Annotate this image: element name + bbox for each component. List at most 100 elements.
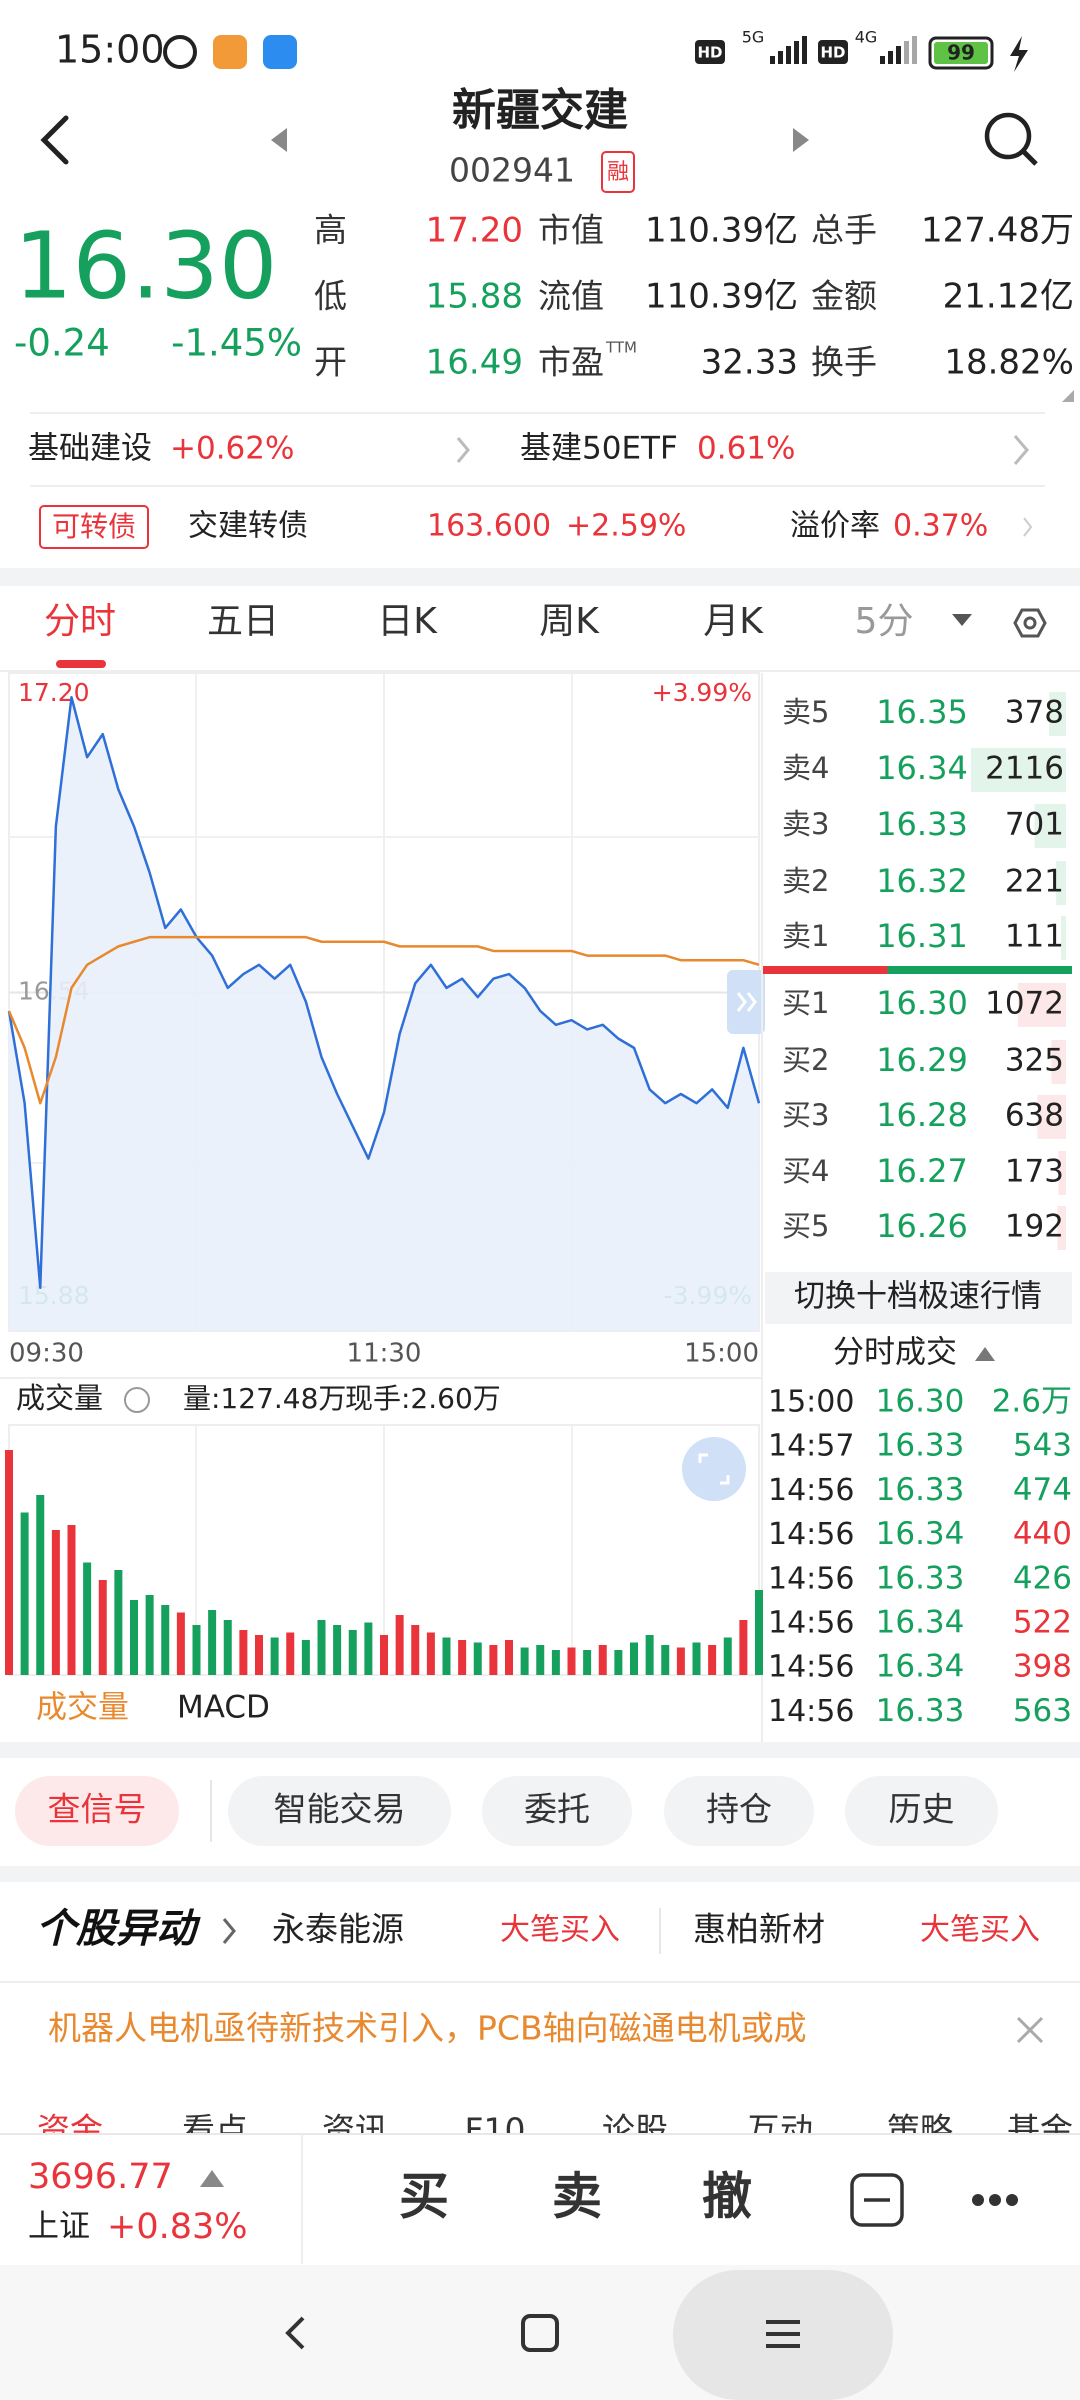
volume-bar xyxy=(20,1512,29,1675)
battery-text: 99 xyxy=(947,41,975,65)
volume-bar xyxy=(176,1612,185,1675)
stat-label: 高 xyxy=(314,211,347,250)
chevron xyxy=(1023,517,1033,537)
stock-name: 新疆交建 xyxy=(452,85,628,136)
chart-tab[interactable]: 五日 xyxy=(207,601,279,642)
trade-button[interactable]: 卖 xyxy=(552,2168,602,2226)
section-gap xyxy=(0,1866,1080,1882)
trade-volume: 474 xyxy=(1013,1472,1072,1508)
volume-bar xyxy=(723,1637,732,1675)
corner-mark xyxy=(1062,390,1074,402)
y2-tick-label: +3.99% xyxy=(652,678,752,707)
volume-bar xyxy=(67,1525,76,1675)
trade-time: 14:56 xyxy=(768,1561,854,1596)
volume-bar xyxy=(692,1642,701,1675)
chart-tab[interactable]: 5分 xyxy=(855,601,914,642)
bid-ratio-bar xyxy=(762,966,888,974)
action-label[interactable]: 持仓 xyxy=(706,1790,772,1829)
period-dropdown[interactable] xyxy=(952,614,972,626)
last-price: 16.30 xyxy=(14,212,277,319)
network-type: 5G xyxy=(742,28,765,47)
book-volume: 2116 xyxy=(985,751,1064,787)
book-price: 16.26 xyxy=(876,1207,968,1245)
switch-button[interactable] xyxy=(765,1272,1072,1324)
volume-bar xyxy=(567,1647,576,1675)
action-label[interactable]: 智能交易 xyxy=(274,1790,406,1829)
stat-value: 16.49 xyxy=(426,343,523,383)
volume-bar xyxy=(520,1647,529,1675)
book-level: 卖3 xyxy=(782,807,829,841)
stat-label: 流值 xyxy=(538,277,604,316)
book-volume: 111 xyxy=(1005,919,1064,955)
switch-text[interactable]: 切换十档极速行情 xyxy=(794,1279,1042,1315)
action-button[interactable] xyxy=(664,1776,814,1846)
alert-stock[interactable]: 惠柏新材 xyxy=(693,1910,825,1949)
book-volume: 325 xyxy=(1005,1043,1064,1079)
alert-stock[interactable]: 永泰能源 xyxy=(272,1910,404,1949)
bottom-bar xyxy=(0,2134,1080,2264)
index-value[interactable]: 3696.77 xyxy=(28,2157,173,2197)
trade-price: 16.33 xyxy=(876,1428,965,1464)
bond-name[interactable]: 交建转债 xyxy=(188,509,308,544)
next-stock[interactable] xyxy=(793,128,809,152)
stat-sup: TTM xyxy=(605,339,637,357)
chart-tab[interactable]: 分时 xyxy=(44,601,116,642)
depth-bar xyxy=(1017,983,1066,1027)
battery xyxy=(928,36,994,70)
trade-button[interactable]: 买 xyxy=(399,2168,449,2226)
action-button[interactable] xyxy=(482,1776,632,1846)
price-area xyxy=(9,697,759,1331)
action-button[interactable] xyxy=(15,1776,179,1846)
volume-bar xyxy=(536,1645,545,1675)
chevron xyxy=(222,1918,236,1944)
stat-value: 110.39亿 xyxy=(645,277,798,317)
trade-time: 14:57 xyxy=(768,1429,854,1464)
action-label[interactable]: 查信号 xyxy=(48,1790,147,1829)
action-button[interactable] xyxy=(228,1776,451,1846)
chart-tab[interactable]: 日K xyxy=(377,601,438,642)
more-icon[interactable] xyxy=(989,2194,1001,2206)
volume-bar xyxy=(458,1640,467,1675)
back-button[interactable] xyxy=(40,115,69,165)
book-volume: 173 xyxy=(1005,1154,1064,1190)
chart-tab[interactable]: 月K xyxy=(703,601,764,642)
signal-bar xyxy=(770,56,775,64)
indicator-tab[interactable]: 成交量 xyxy=(36,1690,129,1726)
more-icon[interactable] xyxy=(972,2194,984,2206)
signal-bar xyxy=(904,41,909,64)
volume-bar xyxy=(98,1580,107,1675)
minimize-icon[interactable] xyxy=(850,2173,904,2227)
etf-name[interactable]: 基建50ETF xyxy=(520,431,678,467)
book-level: 买3 xyxy=(782,1098,829,1132)
prev-stock[interactable] xyxy=(271,128,287,152)
sector-name[interactable]: 基础建设 xyxy=(28,431,152,467)
depth-bar xyxy=(971,748,1066,792)
bond-change: +2.59% xyxy=(566,509,686,544)
indicator-tab[interactable]: MACD xyxy=(177,1690,270,1726)
signal-bar xyxy=(786,46,791,64)
volume-bar xyxy=(317,1620,326,1675)
action-label[interactable]: 历史 xyxy=(889,1790,955,1829)
nav-back[interactable] xyxy=(285,2316,305,2350)
volume-bar xyxy=(130,1600,138,1675)
action-label[interactable]: 委托 xyxy=(524,1790,590,1829)
nav-home[interactable] xyxy=(521,2314,559,2352)
stat-label: 开 xyxy=(314,343,347,382)
news-headline[interactable]: 机器人电机亟待新技术引入，PCB轴向磁通电机或成 xyxy=(48,2009,807,2048)
chart-tab[interactable]: 周K xyxy=(539,601,600,642)
volume-bar xyxy=(161,1605,170,1675)
close-news[interactable] xyxy=(1016,2016,1044,2044)
alerts-title[interactable]: 个股异动 xyxy=(36,1906,201,1952)
fullscreen-button[interactable] xyxy=(682,1437,746,1501)
volume-bar xyxy=(208,1610,217,1675)
search-icon[interactable] xyxy=(984,112,1032,160)
trade-price: 16.34 xyxy=(876,1605,965,1641)
action-button[interactable] xyxy=(845,1776,998,1846)
book-price: 16.35 xyxy=(876,693,968,731)
signal-bar xyxy=(802,36,807,64)
more-icon[interactable] xyxy=(1006,2194,1018,2206)
settings-icon[interactable] xyxy=(1013,608,1047,638)
trade-button[interactable]: 撤 xyxy=(702,2168,752,2226)
trade-volume: 522 xyxy=(1013,1605,1072,1641)
stat-label: 总手 xyxy=(811,211,877,250)
